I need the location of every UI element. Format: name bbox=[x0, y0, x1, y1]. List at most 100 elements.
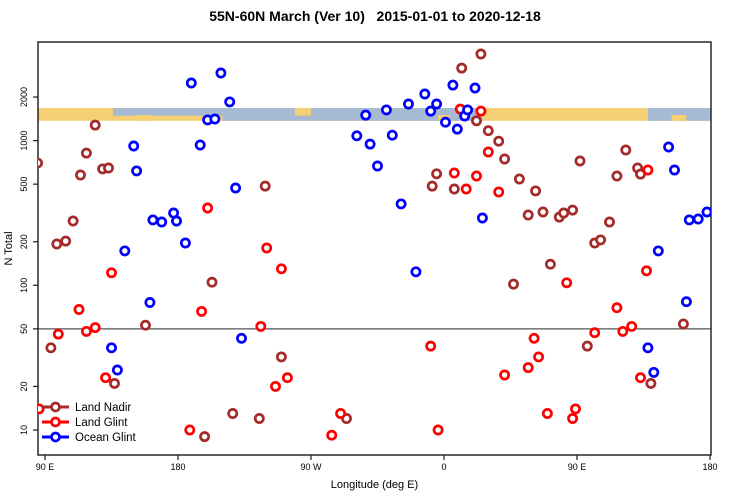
y-tick-label: 20 bbox=[19, 381, 29, 391]
map-band bbox=[38, 107, 711, 121]
data-point bbox=[395, 198, 407, 210]
data-point bbox=[372, 160, 383, 172]
data-point bbox=[635, 372, 646, 384]
data-point bbox=[52, 328, 64, 340]
data-point bbox=[448, 183, 460, 195]
data-points bbox=[38, 48, 711, 443]
data-point bbox=[179, 237, 191, 249]
data-point bbox=[144, 297, 156, 308]
data-point bbox=[109, 377, 120, 389]
x-tick-label: 0 bbox=[441, 462, 446, 472]
data-point bbox=[567, 413, 579, 424]
data-point bbox=[425, 340, 437, 352]
data-point bbox=[261, 242, 273, 254]
data-point bbox=[701, 206, 711, 218]
data-point bbox=[499, 369, 511, 381]
data-point bbox=[209, 113, 221, 125]
data-point bbox=[570, 403, 581, 415]
legend-marker bbox=[50, 431, 61, 443]
data-point bbox=[171, 215, 182, 227]
data-point bbox=[128, 140, 140, 152]
legend-marker bbox=[50, 416, 61, 428]
data-point bbox=[80, 325, 92, 337]
data-point bbox=[89, 119, 101, 131]
data-point bbox=[380, 104, 392, 116]
data-point bbox=[641, 265, 652, 277]
data-point bbox=[326, 429, 338, 441]
data-point bbox=[38, 157, 44, 169]
x-tick-label: 90 E bbox=[36, 462, 55, 472]
data-point bbox=[589, 327, 601, 339]
data-point bbox=[456, 62, 468, 74]
data-point bbox=[270, 380, 281, 392]
data-point bbox=[75, 169, 86, 181]
data-point bbox=[493, 135, 505, 147]
data-point bbox=[448, 167, 460, 179]
data-point bbox=[645, 377, 657, 389]
data-point bbox=[275, 263, 287, 275]
data-point bbox=[185, 77, 197, 89]
data-point bbox=[663, 141, 675, 153]
chart-title: 55N-60N March (Ver 10) 2015-01-01 to 202… bbox=[209, 8, 541, 24]
data-point bbox=[581, 340, 593, 352]
data-point bbox=[360, 109, 372, 121]
series-ocean-glint bbox=[106, 67, 711, 378]
data-point bbox=[253, 413, 265, 424]
data-point bbox=[386, 129, 398, 141]
data-point bbox=[73, 304, 85, 315]
data-point bbox=[677, 318, 689, 330]
data-point bbox=[431, 168, 443, 180]
data-point bbox=[567, 204, 579, 216]
data-point bbox=[642, 342, 654, 354]
data-point bbox=[469, 82, 481, 94]
data-point bbox=[403, 98, 414, 110]
band-ocean-segment bbox=[222, 107, 483, 121]
plot-frame bbox=[37, 41, 712, 456]
legend-label: Land Glint bbox=[75, 417, 128, 429]
y-tick-label: 200 bbox=[19, 234, 29, 249]
data-point bbox=[224, 96, 236, 108]
data-point bbox=[561, 277, 573, 289]
data-point bbox=[60, 235, 72, 247]
data-point bbox=[131, 165, 143, 177]
data-point bbox=[236, 332, 247, 344]
y-tick-label: 10 bbox=[19, 425, 29, 435]
band-land-island bbox=[294, 107, 311, 116]
data-point bbox=[692, 213, 704, 225]
data-point bbox=[106, 342, 117, 354]
data-point bbox=[493, 186, 505, 198]
data-point bbox=[100, 372, 112, 384]
data-point bbox=[45, 342, 57, 354]
data-point bbox=[215, 67, 227, 79]
data-point bbox=[364, 138, 376, 150]
data-point bbox=[202, 202, 214, 214]
data-point bbox=[471, 170, 482, 182]
data-point bbox=[533, 351, 545, 363]
data-point bbox=[275, 351, 287, 363]
data-point bbox=[595, 234, 607, 246]
data-point bbox=[475, 48, 487, 60]
data-point bbox=[460, 183, 472, 195]
data-point bbox=[431, 98, 443, 110]
data-point bbox=[558, 207, 570, 219]
data-point bbox=[106, 267, 117, 279]
data-point bbox=[119, 245, 131, 257]
data-point bbox=[475, 105, 487, 117]
data-point bbox=[206, 276, 218, 288]
x-axis-title: Longitude (deg E) bbox=[331, 479, 418, 491]
y-tick-label: 1000 bbox=[19, 131, 29, 151]
data-point bbox=[426, 180, 438, 192]
legend-marker bbox=[50, 401, 61, 413]
data-point bbox=[499, 153, 511, 165]
band-land-island bbox=[138, 115, 150, 121]
data-point bbox=[508, 278, 519, 290]
y-tick-label: 100 bbox=[19, 278, 29, 293]
data-point bbox=[419, 88, 431, 100]
data-point bbox=[522, 362, 534, 374]
data-point bbox=[680, 296, 692, 308]
data-point bbox=[482, 125, 494, 137]
data-point bbox=[140, 319, 151, 331]
data-point bbox=[574, 155, 586, 167]
